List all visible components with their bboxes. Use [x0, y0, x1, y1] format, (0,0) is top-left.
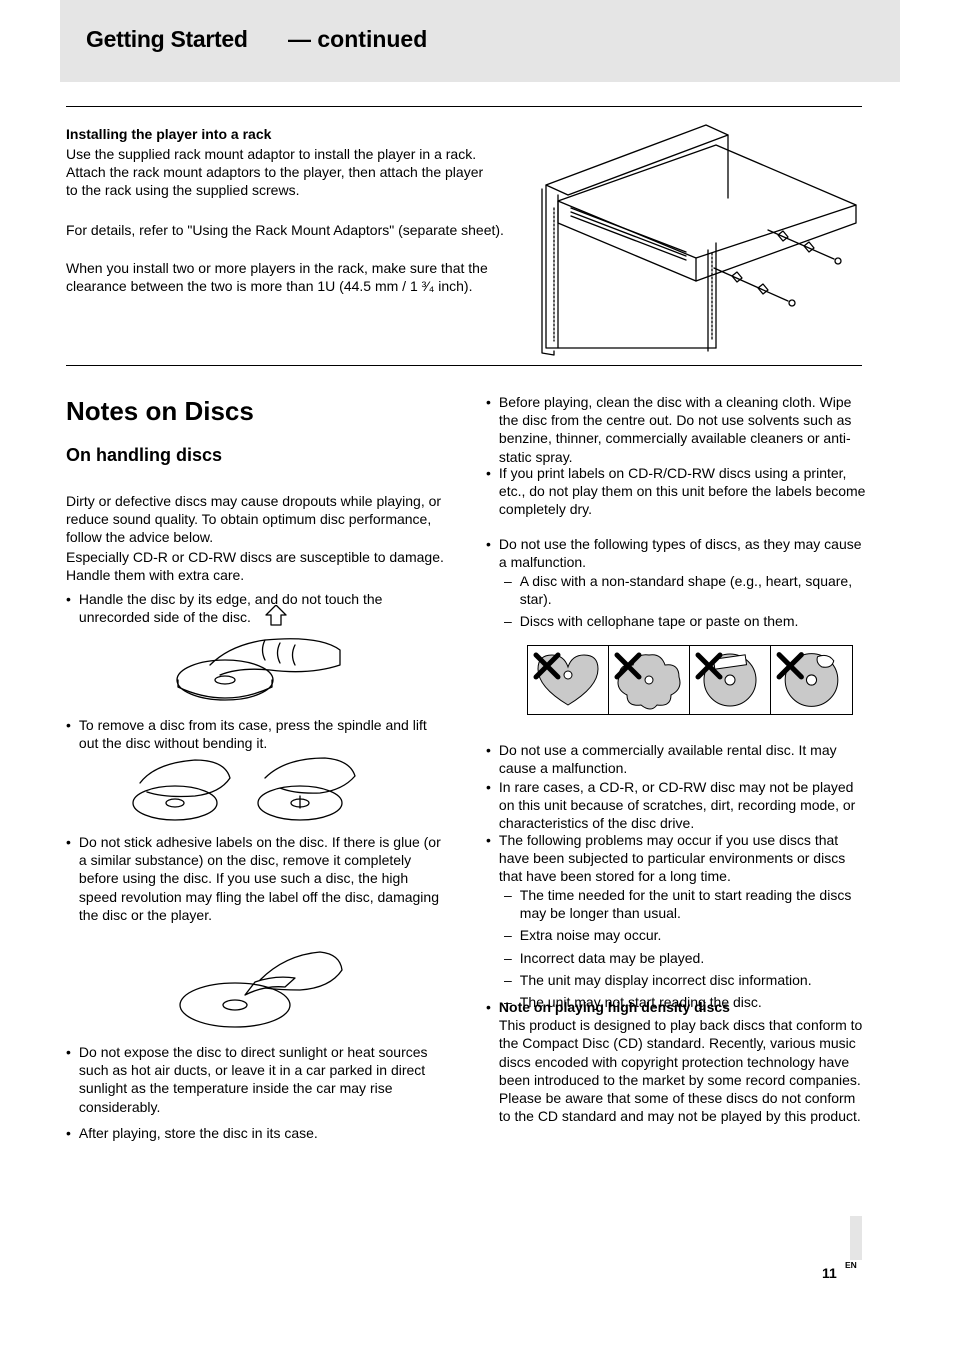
dash-icon: –	[504, 971, 512, 989]
bullet-dot-icon: •	[66, 1043, 71, 1116]
section-install-p2: For details, refer to "Using the Rack Mo…	[66, 221, 506, 239]
disc-label-illustration	[170, 940, 345, 1035]
rule-mid	[66, 365, 862, 366]
bullet-dot-icon: •	[486, 778, 491, 833]
left-bullet-4: • Do not expose the disc to direct sunli…	[66, 1043, 446, 1116]
bad-disc-flower	[609, 646, 690, 714]
bullet-dot-icon: •	[66, 1124, 71, 1142]
right-bullet-7: • Note on playing high density discs Thi…	[486, 998, 866, 1125]
bullet-dot-icon: •	[66, 716, 71, 752]
right-bullet-3-sub-1-text: A disc with a non-standard shape (e.g., …	[520, 572, 866, 608]
disc-handle-illustration-1	[170, 605, 350, 710]
bullet-dot-icon: •	[66, 590, 71, 626]
right-bullet-6-sub-4: –The unit may display incorrect disc inf…	[504, 971, 866, 989]
disc-handle-illustration-2	[125, 748, 365, 828]
section-install-title: Installing the player into a rack	[66, 126, 271, 142]
right-bullet-1: • Before playing, clean the disc with a …	[486, 393, 866, 466]
rack-install-illustration	[536, 123, 866, 361]
right-bullet-6-sub-2: –Extra noise may occur.	[504, 926, 866, 944]
bad-disc-tape	[690, 646, 771, 714]
dash-icon: –	[504, 886, 512, 922]
right-bullet-7-body: This product is designed to play back di…	[499, 1017, 862, 1124]
bullet-dot-icon: •	[66, 833, 71, 924]
right-bullet-6-sub-1: –The time needed for the unit to start r…	[504, 886, 866, 922]
right-bullet-6-text: The following problems may occur if you …	[499, 831, 866, 886]
rule-top	[66, 106, 862, 107]
section-install-p1: Use the supplied rack mount adaptor to i…	[66, 145, 496, 200]
left-bullet-4-text: Do not expose the disc to direct sunligh…	[79, 1043, 446, 1116]
right-bullet-5: • In rare cases, a CD-R, or CD-RW disc m…	[486, 778, 866, 833]
right-bullet-4-text: Do not use a commercially available rent…	[499, 741, 866, 777]
right-bullet-2-text: If you print labels on CD-R/CD-RW discs …	[499, 464, 866, 519]
bad-disc-heart	[528, 646, 609, 714]
footer-tab-bar	[850, 1216, 862, 1260]
handling-title: On handling discs	[66, 445, 222, 466]
dash-icon: –	[504, 572, 512, 608]
right-bullet-6-sub-3: –Incorrect data may be played.	[504, 949, 866, 967]
right-bullet-5-text: In rare cases, a CD-R, or CD-RW disc may…	[499, 778, 866, 833]
dash-icon: –	[504, 949, 512, 967]
left-bullet-5: • After playing, store the disc in its c…	[66, 1124, 446, 1142]
left-bullet-3-text: Do not stick adhesive labels on the disc…	[79, 833, 446, 924]
right-bullet-3-sub-2-text: Discs with cellophane tape or paste on t…	[520, 612, 866, 630]
right-bullet-6-sub-4-text: The unit may display incorrect disc info…	[520, 971, 866, 989]
handling-pack: Especially CD-R or CD-RW discs are susce…	[66, 548, 446, 584]
left-bullet-2: • To remove a disc from its case, press …	[66, 716, 446, 752]
header-subtitle: — continued	[288, 26, 427, 53]
bullet-dot-icon: •	[486, 393, 491, 466]
page-lang: EN	[845, 1261, 857, 1270]
bullet-dot-icon: •	[486, 464, 491, 519]
right-bullet-3: • Do not use the following types of disc…	[486, 535, 866, 571]
bullet-dot-icon: •	[486, 831, 491, 886]
right-bullet-6-sub: –The time needed for the unit to start r…	[486, 886, 866, 1011]
right-bullet-4: • Do not use a commercially available re…	[486, 741, 866, 777]
right-bullet-6-sub-3-text: Incorrect data may be played.	[520, 949, 866, 967]
bad-disc-shapes-illustration	[527, 645, 853, 715]
right-bullet-2: • If you print labels on CD-R/CD-RW disc…	[486, 464, 866, 519]
right-bullet-7-title-text: Note on playing high density discs	[499, 999, 730, 1015]
right-bullet-3-sub-2: –Discs with cellophane tape or paste on …	[504, 612, 866, 630]
page-number: 11	[822, 1265, 837, 1281]
right-bullet-7-title: Note on playing high density discs This …	[499, 998, 866, 1125]
bullet-dot-icon: •	[486, 535, 491, 571]
bad-disc-glue	[771, 646, 852, 714]
dash-icon: –	[504, 612, 512, 630]
right-bullet-3-sub: –A disc with a non-standard shape (e.g.,…	[486, 572, 866, 631]
handling-sub: Dirty or defective discs may cause dropo…	[66, 492, 446, 547]
header-title: Getting Started	[86, 26, 248, 53]
left-bullet-3: • Do not stick adhesive labels on the di…	[66, 833, 446, 924]
bullet-dot-icon: •	[486, 741, 491, 777]
right-bullet-3-text: Do not use the following types of discs,…	[499, 535, 866, 571]
left-bullet-5-text: After playing, store the disc in its cas…	[79, 1124, 446, 1142]
page: Getting Started — continued Installing t…	[0, 0, 954, 1351]
notes-title: Notes on Discs	[66, 396, 254, 427]
right-bullet-3-sub-1: –A disc with a non-standard shape (e.g.,…	[504, 572, 866, 608]
right-bullet-6: • The following problems may occur if yo…	[486, 831, 866, 886]
dash-icon: –	[504, 926, 512, 944]
left-bullet-2-text: To remove a disc from its case, press th…	[79, 716, 446, 752]
right-bullet-6-sub-2-text: Extra noise may occur.	[520, 926, 866, 944]
bullet-dot-icon: •	[486, 998, 491, 1125]
section-install-p3: When you install two or more players in …	[66, 259, 506, 295]
right-bullet-6-sub-1-text: The time needed for the unit to start re…	[520, 886, 866, 922]
right-bullet-1-text: Before playing, clean the disc with a cl…	[499, 393, 866, 466]
